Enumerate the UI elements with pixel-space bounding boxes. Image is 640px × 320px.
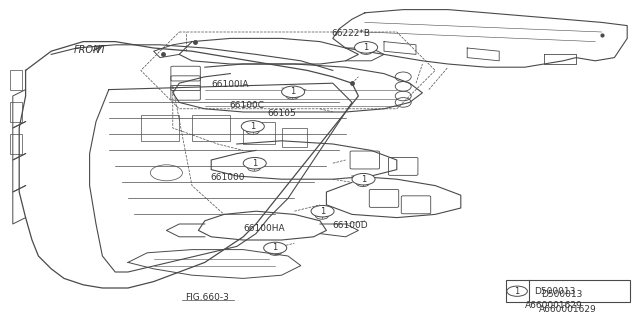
Bar — [243, 122, 275, 144]
Bar — [192, 115, 230, 141]
Text: 1: 1 — [361, 175, 366, 184]
Circle shape — [507, 286, 527, 296]
Text: D500013: D500013 — [534, 287, 576, 296]
Bar — [506, 280, 630, 302]
Bar — [282, 128, 307, 147]
Text: 1: 1 — [273, 244, 278, 252]
Circle shape — [355, 42, 378, 53]
Circle shape — [241, 121, 264, 132]
Circle shape — [352, 173, 375, 185]
Text: 1: 1 — [252, 159, 257, 168]
Text: 66222*B: 66222*B — [332, 29, 371, 38]
Text: 661000: 661000 — [210, 173, 244, 182]
Circle shape — [264, 242, 287, 254]
Circle shape — [282, 86, 305, 98]
Text: D500013: D500013 — [541, 290, 582, 299]
Text: 66100C: 66100C — [229, 101, 264, 110]
Text: 1: 1 — [320, 207, 325, 216]
Text: A660001629: A660001629 — [525, 301, 582, 310]
Text: 66100IA: 66100IA — [211, 80, 249, 89]
Text: 66105: 66105 — [268, 109, 296, 118]
Bar — [141, 115, 179, 141]
Text: 1: 1 — [364, 43, 369, 52]
Circle shape — [311, 205, 334, 217]
Text: 66100HA: 66100HA — [243, 224, 285, 233]
Text: 66100D: 66100D — [333, 221, 369, 230]
Circle shape — [243, 157, 266, 169]
Text: A660001629: A660001629 — [539, 305, 597, 314]
Bar — [10, 134, 22, 154]
Bar — [10, 102, 22, 122]
Text: FIG.660-3: FIG.660-3 — [186, 293, 230, 302]
Text: 1: 1 — [250, 122, 255, 131]
Text: 1: 1 — [291, 87, 296, 96]
Text: FRONT: FRONT — [74, 44, 107, 55]
Bar — [10, 70, 22, 90]
Text: 1: 1 — [515, 287, 520, 296]
